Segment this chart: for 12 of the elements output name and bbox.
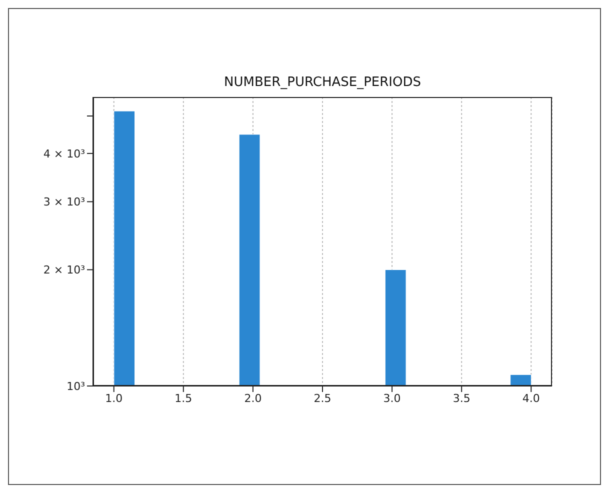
y-tick-label: 2 × 10³	[43, 264, 85, 277]
x-tick-label: 1.0	[105, 392, 123, 405]
chart-title: NUMBER_PURCHASE_PERIODS	[223, 75, 422, 90]
x-tick-label: 1.5	[174, 392, 192, 405]
y-tick-label: 3 × 10³	[43, 196, 85, 209]
y-tick-label: 10³	[66, 380, 85, 393]
x-tick-label: 3.5	[452, 392, 470, 405]
x-tick-label: 4.0	[522, 392, 540, 405]
y-tick-label: 4 × 10³	[43, 147, 85, 160]
x-tick-label: 3.0	[383, 392, 401, 405]
x-tick-label: 2.0	[244, 392, 262, 405]
x-tick-label: 2.5	[314, 392, 332, 405]
